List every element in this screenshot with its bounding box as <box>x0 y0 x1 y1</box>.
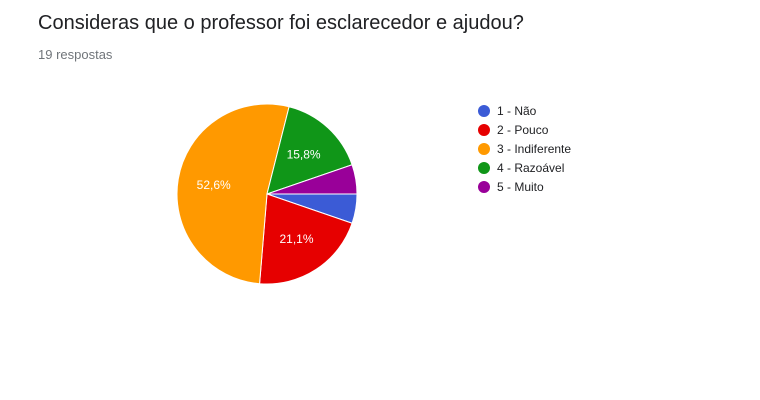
chart-legend: 1 - Não 2 - Pouco 3 - Indiferente 4 - Ra… <box>478 101 571 196</box>
legend-swatch <box>478 161 490 174</box>
legend-item: 5 - Muito <box>478 177 571 196</box>
slice-value-label: 52,6% <box>197 178 231 192</box>
pie-slice <box>266 164 358 195</box>
legend-swatch <box>478 104 490 117</box>
legend-label: 1 - Não <box>497 103 537 118</box>
legend-item: 4 - Razoável <box>478 158 571 177</box>
legend-item: 1 - Não <box>478 101 571 120</box>
legend-swatch <box>478 142 490 155</box>
legend-swatch <box>478 180 490 193</box>
pie-slice <box>266 106 353 195</box>
page-title: Consideras que o professor foi esclarece… <box>38 12 524 34</box>
legend-swatch <box>478 123 490 136</box>
pie-slice <box>259 193 353 285</box>
legend-item: 2 - Pouco <box>478 120 571 139</box>
legend-label: 2 - Pouco <box>497 122 549 137</box>
legend-item: 3 - Indiferente <box>478 139 571 158</box>
response-count: 19 respostas <box>38 47 113 62</box>
legend-label: 3 - Indiferente <box>497 141 572 156</box>
slice-value-label: 15,8% <box>287 147 321 161</box>
slice-value-label: 21,1% <box>279 232 313 246</box>
pie-slice <box>176 103 290 285</box>
legend-label: 4 - Razoável <box>497 160 565 175</box>
legend-label: 5 - Muito <box>497 179 544 194</box>
